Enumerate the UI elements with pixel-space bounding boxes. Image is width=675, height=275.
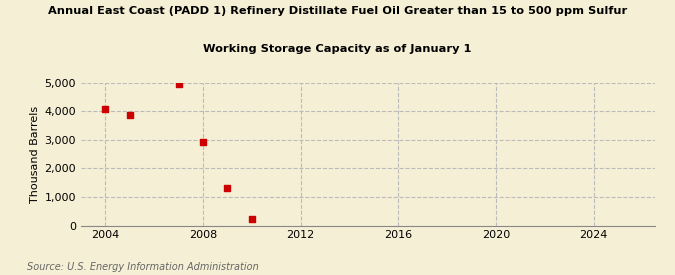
Point [198,140,209,144]
Text: Annual East Coast (PADD 1) Refinery Distillate Fuel Oil Greater than 15 to 500 p: Annual East Coast (PADD 1) Refinery Dist… [48,6,627,15]
Point [246,217,257,221]
Text: Source: U.S. Energy Information Administration: Source: U.S. Energy Information Administ… [27,262,259,272]
Text: Working Storage Capacity as of January 1: Working Storage Capacity as of January 1 [203,44,472,54]
Point [100,107,111,111]
Point [124,112,135,117]
Point [173,82,184,86]
Point [222,186,233,190]
Y-axis label: Thousand Barrels: Thousand Barrels [30,105,40,203]
